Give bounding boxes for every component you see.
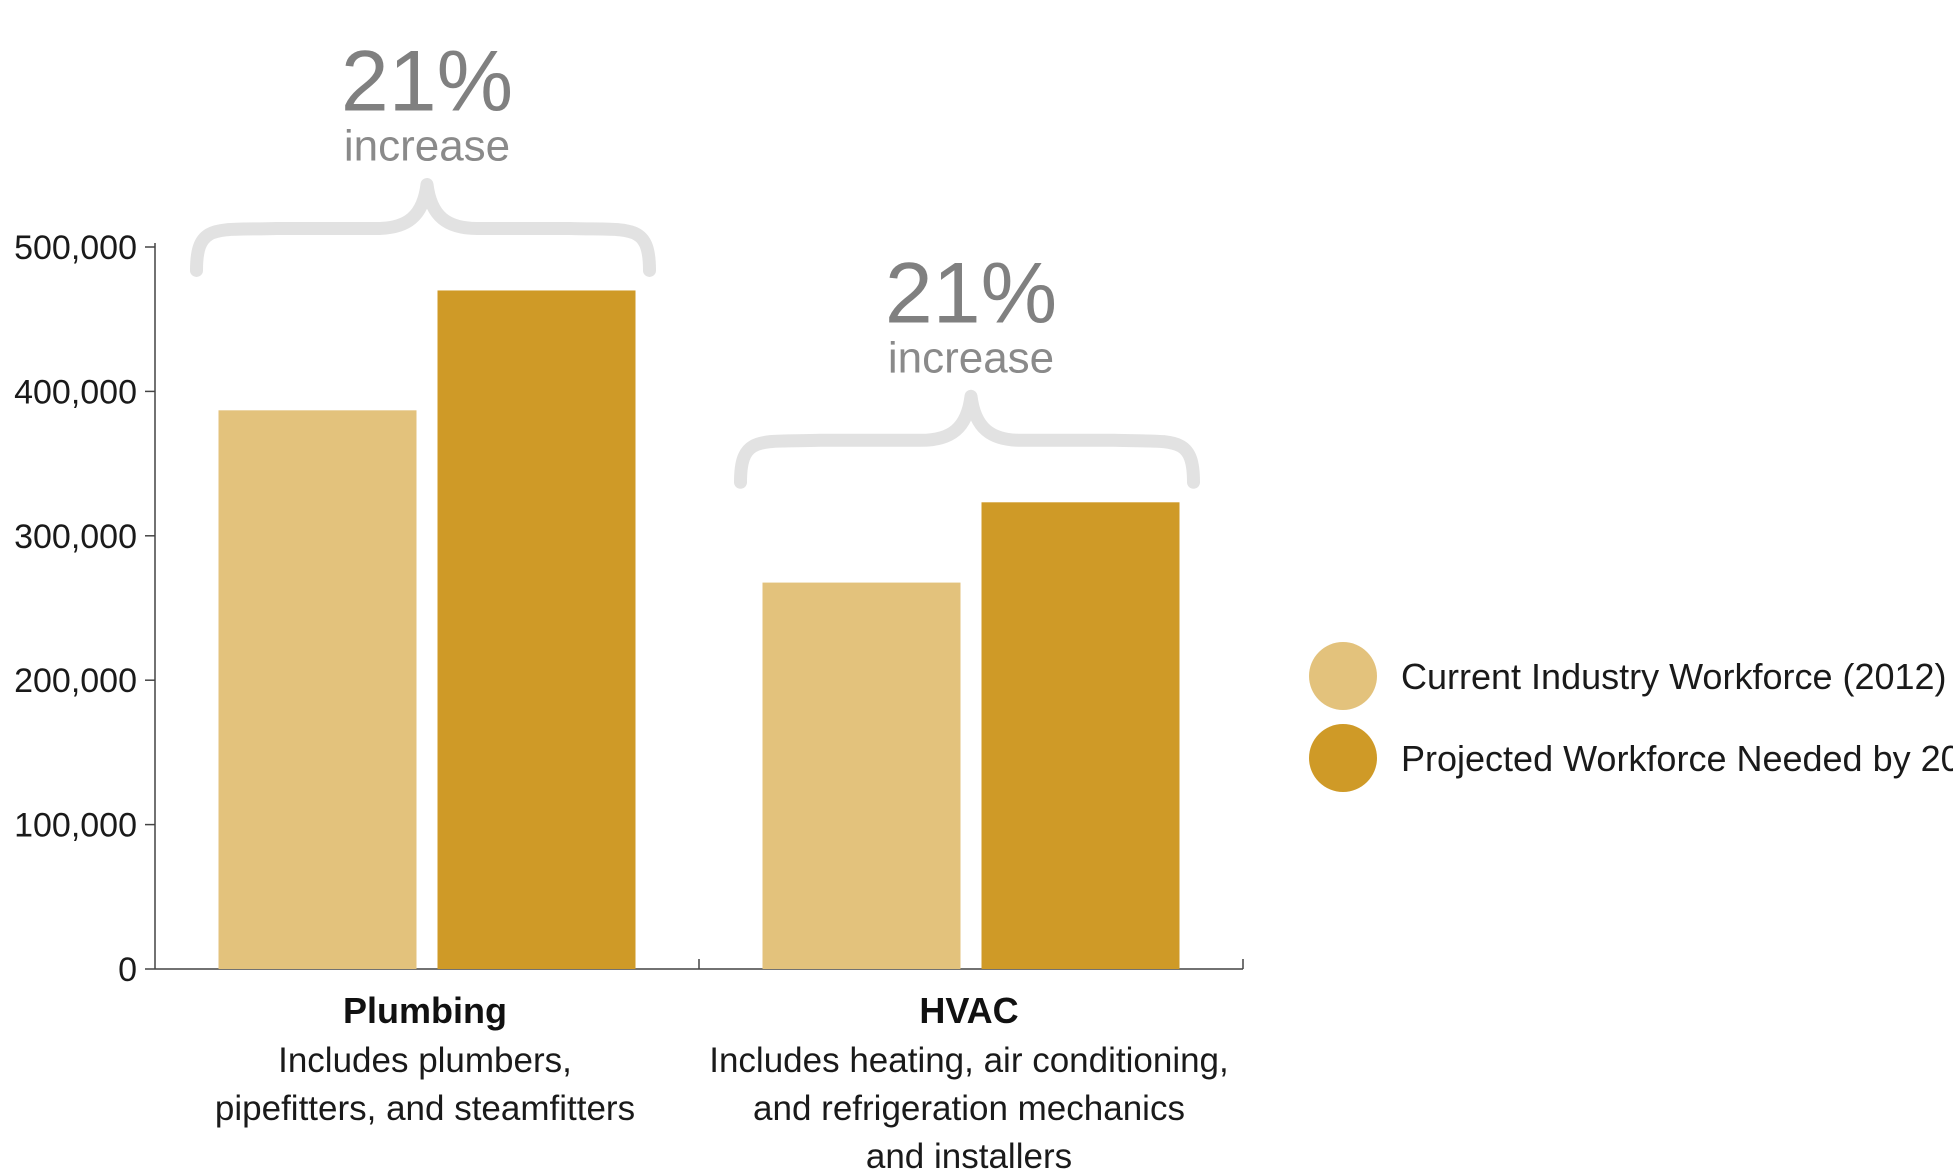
y-tick-label: 100,000 [14,807,137,845]
y-tick-label: 0 [118,951,137,989]
legend-label-series-1: Current Industry Workforce (2012) [1401,656,1947,697]
increase-label-plumbing: increase [344,121,510,170]
category-description-plumbing: pipefitters, and steamfitters [215,1089,635,1128]
category-label-plumbing: Plumbing [343,990,507,1031]
bar-plumbing-series-1 [218,410,417,969]
legend-swatch-series-1 [1309,642,1377,710]
increase-percent-plumbing: 21% [341,33,513,129]
category-description-hvac: Includes heating, air conditioning, [709,1041,1229,1080]
y-tick-label: 500,000 [14,229,137,267]
category-description-plumbing: Includes plumbers, [278,1041,572,1080]
y-axis: 0 100,000 200,000 300,000 400,000 500,000 [14,229,156,989]
category-labels: Plumbing Includes plumbers, pipefitters, a… [215,990,1229,1172]
legend-label-series-2: Projected Workforce Needed by 2022 [1401,738,1953,779]
bracket-hvac [734,389,1200,489]
increase-percent-hvac: 21% [885,245,1057,341]
y-tick-label: 400,000 [14,373,137,411]
category-label-hvac: HVAC [919,990,1018,1031]
bar-hvac-series-2 [981,502,1180,969]
legend-swatch-series-2 [1309,724,1377,792]
bracket-plumbing [190,177,656,277]
legend: Current Industry Workforce (2012) Project… [1309,642,1953,792]
bars [218,290,1180,970]
y-tick-label: 200,000 [14,662,137,700]
bar-hvac-series-1 [762,582,961,969]
category-description-hvac: and refrigeration mechanics [753,1089,1185,1128]
bar-plumbing-series-2 [437,290,636,970]
category-description-hvac: and installers [866,1137,1072,1172]
y-tick-label: 300,000 [14,518,137,556]
increase-label-hvac: increase [888,333,1054,382]
